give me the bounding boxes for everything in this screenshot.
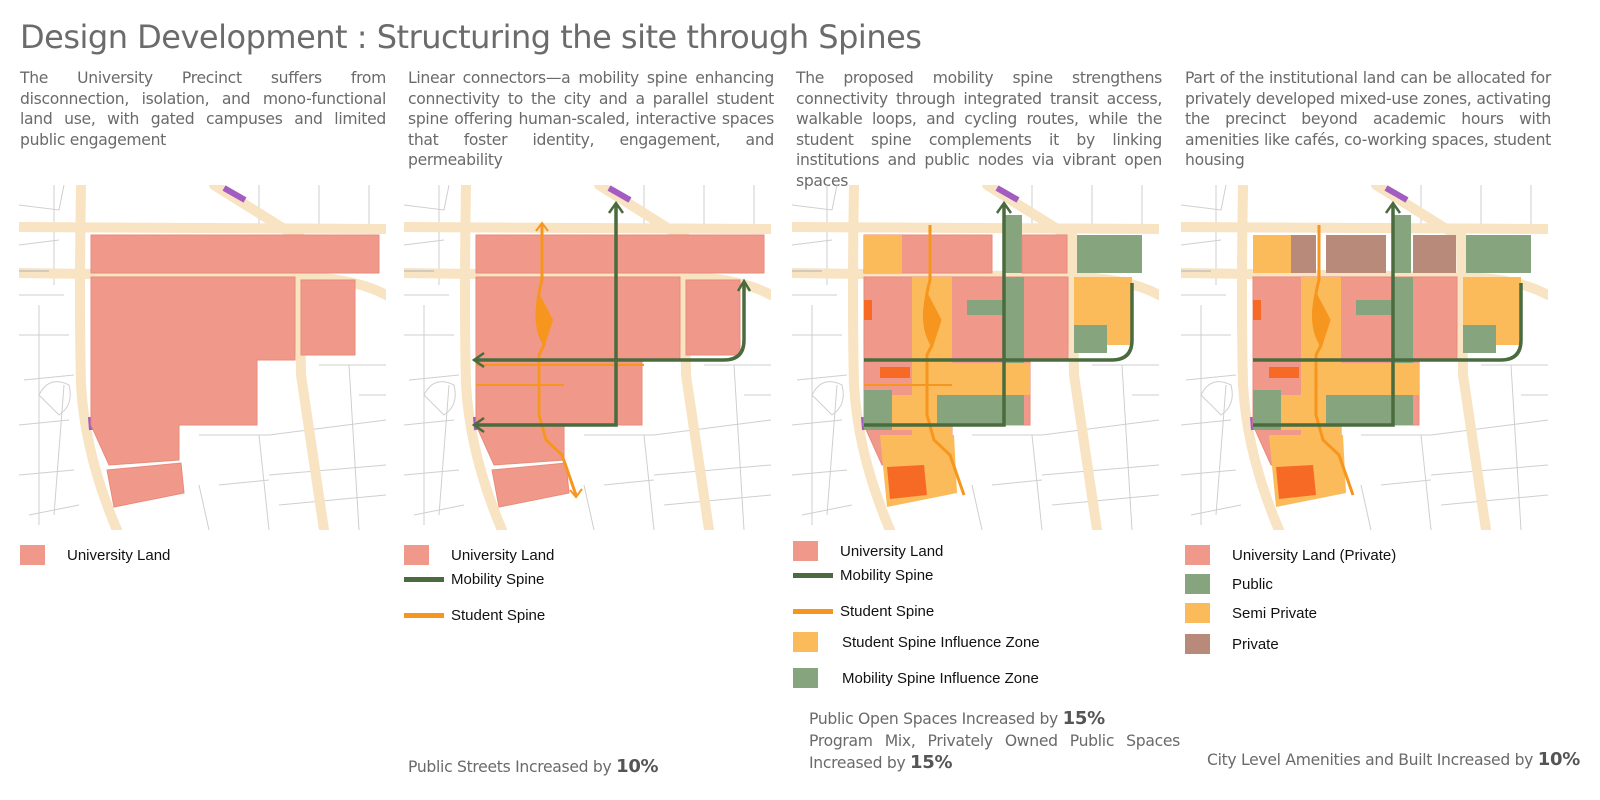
panel-3-description: The proposed mobility spine strengthens … xyxy=(796,69,1162,190)
university-land-area xyxy=(90,234,380,508)
legend-label: University Land xyxy=(840,542,944,560)
legend-swatch xyxy=(793,541,818,561)
panel-4-map xyxy=(1181,185,1548,530)
panel-4-stat: City Level Amenities and Built Increased… xyxy=(1207,749,1580,771)
legend-mobility-spine: Mobility Spine xyxy=(793,565,933,585)
legend-label: University Land (Private) xyxy=(1232,546,1397,564)
panel-2-description: Linear connectors—a mobility spine enhan… xyxy=(408,69,774,169)
street-base-map xyxy=(1181,185,1548,530)
panel-1-description: The University Precinct suffers from dis… xyxy=(20,69,386,149)
panel-3-map xyxy=(792,185,1159,530)
legend-swatch xyxy=(1185,545,1210,565)
legend-private: Private xyxy=(1185,634,1279,654)
map-1-svg xyxy=(19,185,386,530)
legend-label: Student Spine xyxy=(840,602,935,620)
legend-label: Semi Private xyxy=(1232,604,1318,622)
legend-university-land: University Land xyxy=(793,541,943,561)
legend-swatch xyxy=(793,632,818,652)
legend-line xyxy=(793,572,833,578)
page-title: Design Development : Structuring the sit… xyxy=(20,18,922,56)
map-4-svg xyxy=(1181,185,1548,530)
legend-label: University Land xyxy=(451,546,555,564)
stat-text: Public Open Spaces Increased by xyxy=(809,710,1063,728)
mobility-spine-line xyxy=(471,200,752,434)
panel-3-stat-1: Public Open Spaces Increased by 15% xyxy=(809,708,1180,730)
legend-swatch xyxy=(1185,634,1210,654)
legend-label: Mobility Spine Influence Zone xyxy=(842,669,1039,687)
map-3-svg xyxy=(792,185,1159,530)
zones xyxy=(863,215,1142,507)
legend-label: Student Spine Influence Zone xyxy=(842,633,1040,651)
university-land-area xyxy=(475,234,765,508)
legend-label: Private xyxy=(1232,635,1279,653)
panel-1-map xyxy=(19,185,386,530)
legend-line xyxy=(404,576,444,582)
panel-2-stat: Public Streets Increased by 10% xyxy=(408,756,659,778)
legend-student-spine: Student Spine xyxy=(793,601,934,621)
panel-4-description: Part of the institutional land can be al… xyxy=(1185,69,1551,169)
legend-swatch xyxy=(1185,574,1210,594)
panel-2-map xyxy=(404,185,771,530)
zones xyxy=(1252,215,1531,507)
legend-label: Mobility Spine xyxy=(840,566,934,584)
stat-value: 10% xyxy=(616,756,659,777)
stat-text: City Level Amenities and Built Increased… xyxy=(1207,751,1538,769)
legend-mobility-spine: Mobility Spine xyxy=(404,569,544,589)
legend-semi-private: Semi Private xyxy=(1185,603,1317,623)
legend-label: Public xyxy=(1232,575,1273,593)
legend-label: Mobility Spine xyxy=(451,570,545,588)
legend-university-land: University Land xyxy=(20,545,170,565)
legend-label: Student Spine xyxy=(451,606,546,624)
stat-value: 15% xyxy=(910,752,953,773)
legend-student-spine: Student Spine xyxy=(404,605,545,625)
legend-swatch xyxy=(793,668,818,688)
legend-swatch xyxy=(1185,603,1210,623)
panel-3-stat-2: Program Mix, Privately Owned Public Spac… xyxy=(809,730,1180,774)
legend-mobility-zone: Mobility Spine Influence Zone xyxy=(793,668,1039,688)
stat-value: 10% xyxy=(1537,749,1580,770)
stat-text: Program Mix, Privately Owned Public Spac… xyxy=(809,732,1180,772)
stat-value: 15% xyxy=(1062,708,1105,729)
stat-text: Public Streets Increased by xyxy=(408,758,617,776)
legend-swatch xyxy=(404,545,429,565)
legend-student-zone: Student Spine Influence Zone xyxy=(793,632,1040,652)
legend-swatch xyxy=(20,545,45,565)
legend-university-land: University Land xyxy=(404,545,554,565)
legend-label: University Land xyxy=(67,546,171,564)
legend-line xyxy=(793,608,833,614)
panel-3-stats: Public Open Spaces Increased by 15% Prog… xyxy=(809,708,1180,774)
legend-line xyxy=(404,612,444,618)
legend-university-land-private: University Land (Private) xyxy=(1185,545,1396,565)
legend-public: Public xyxy=(1185,574,1273,594)
map-2-svg xyxy=(404,185,771,530)
